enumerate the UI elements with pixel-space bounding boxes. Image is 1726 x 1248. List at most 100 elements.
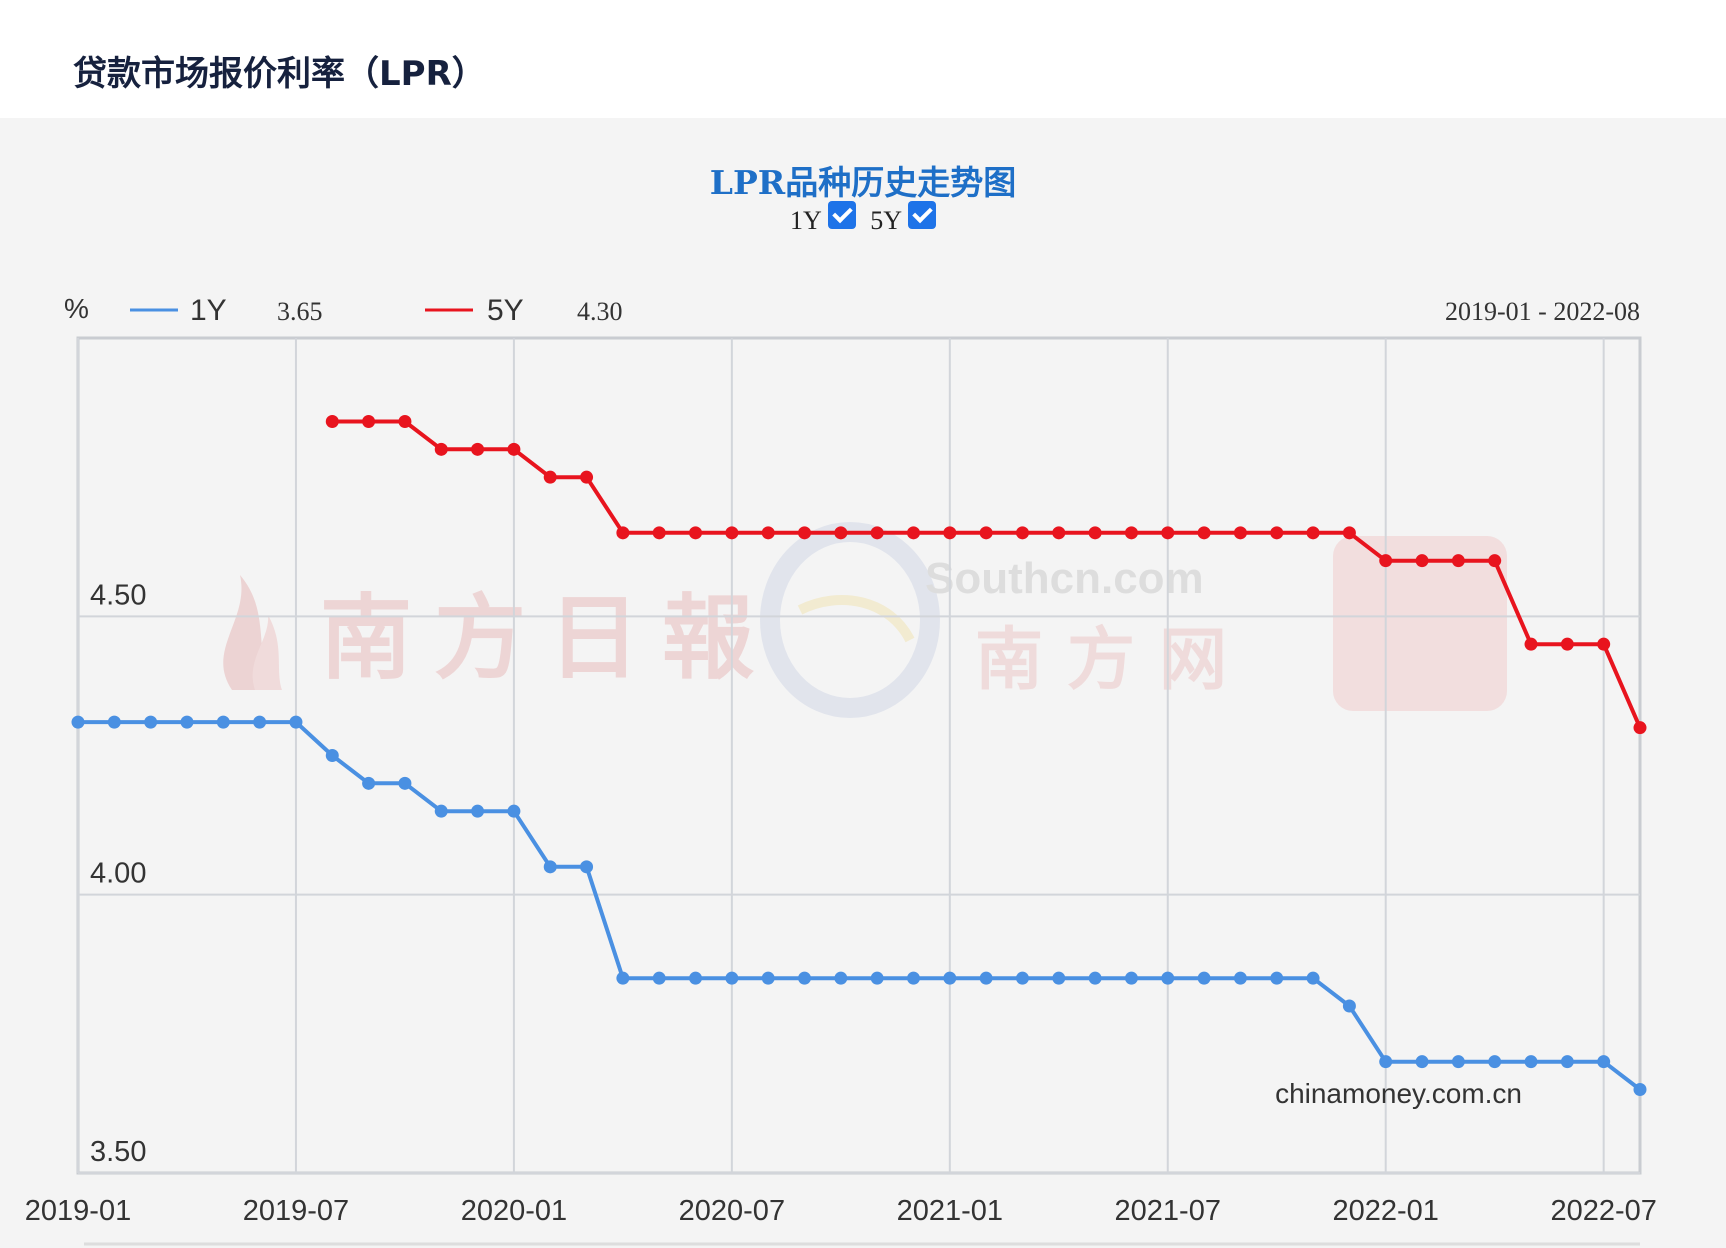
data-point-1y <box>1124 971 1138 985</box>
data-point-1y <box>580 860 594 874</box>
data-point-1y <box>652 971 666 985</box>
data-point-1y <box>1560 1055 1574 1069</box>
data-point-1y <box>1379 1055 1393 1069</box>
data-point-5y <box>870 526 884 540</box>
data-point-5y <box>1379 554 1393 568</box>
data-point-1y <box>1306 971 1320 985</box>
data-point-5y <box>652 526 666 540</box>
watermark-southcn-cn: 南方网 <box>975 622 1251 698</box>
data-point-1y <box>616 971 630 985</box>
data-point-1y <box>1633 1083 1647 1096</box>
data-point-1y <box>870 971 884 985</box>
data-point-1y <box>1342 999 1356 1013</box>
watermark-nanfang-daily: 南方日報 <box>320 584 776 692</box>
x-tick-label: 2019-01 <box>25 1195 131 1227</box>
x-tick-label: 2022-01 <box>1333 1195 1439 1227</box>
data-point-1y <box>1451 1055 1465 1069</box>
page-title: 贷款市场报价利率（LPR） <box>73 54 486 94</box>
data-point-5y <box>1161 526 1175 540</box>
x-tick-label: 2021-01 <box>897 1195 1003 1227</box>
data-point-5y <box>471 442 485 456</box>
x-tick-label: 2020-01 <box>461 1195 567 1227</box>
data-point-5y <box>1415 554 1429 568</box>
x-tick-label: 2019-07 <box>243 1195 349 1227</box>
data-point-5y <box>834 526 848 540</box>
data-point-5y <box>1633 721 1647 735</box>
legend-5y-name: 5Y <box>487 294 524 327</box>
data-point-5y <box>798 526 812 540</box>
data-point-1y <box>434 804 448 818</box>
legend-5y-latest: 4.30 <box>577 297 623 326</box>
data-point-1y <box>689 971 703 985</box>
data-point-5y <box>1524 637 1538 651</box>
data-point-5y <box>1052 526 1066 540</box>
data-point-5y <box>761 526 775 540</box>
data-point-1y <box>1052 971 1066 985</box>
data-point-1y <box>362 776 376 790</box>
data-point-1y <box>1270 971 1284 985</box>
series-toggles: 1Y 5Y <box>0 201 1726 236</box>
data-point-5y <box>1015 526 1029 540</box>
data-point-1y <box>71 715 85 729</box>
data-point-1y <box>1161 971 1175 985</box>
data-point-1y <box>1597 1055 1611 1069</box>
watermark-group: 南方日報 Southcn.com 南方网 <box>223 522 1507 718</box>
data-point-5y <box>616 526 630 540</box>
chart-series <box>71 415 1647 1096</box>
data-point-5y <box>1088 526 1102 540</box>
data-point-5y <box>362 415 376 428</box>
data-point-5y <box>1124 526 1138 540</box>
data-point-5y <box>543 470 557 484</box>
data-point-5y <box>434 442 448 456</box>
data-point-5y <box>689 526 703 540</box>
data-point-5y <box>725 526 739 540</box>
y-unit-label: % <box>64 293 89 324</box>
data-point-1y <box>325 749 339 762</box>
toggle-5y-label: 5Y <box>870 206 903 235</box>
x-tick-label: 2022-07 <box>1550 1195 1656 1227</box>
data-point-1y <box>725 971 739 985</box>
chart-legend: % 1Y 3.65 5Y 4.30 2019-01 - 2022-08 <box>64 293 1640 327</box>
data-point-1y <box>1197 971 1211 985</box>
data-point-5y <box>1342 526 1356 540</box>
data-point-5y <box>1488 554 1502 568</box>
legend-1y-latest: 3.65 <box>277 297 323 326</box>
series-5y <box>325 415 1647 735</box>
data-point-5y <box>507 442 521 456</box>
data-point-1y <box>144 715 158 729</box>
data-point-1y <box>507 804 521 818</box>
data-point-1y <box>543 860 557 874</box>
data-point-5y <box>906 526 920 540</box>
data-point-1y <box>834 971 848 985</box>
data-point-1y <box>1524 1055 1538 1069</box>
data-point-1y <box>1233 971 1247 985</box>
data-point-1y <box>1488 1055 1502 1069</box>
data-point-1y <box>107 715 121 729</box>
data-point-1y <box>761 971 775 985</box>
checkbox-5y-icon[interactable] <box>908 201 937 229</box>
app-logo-icon <box>1333 536 1507 711</box>
series-line-1y <box>78 720 1642 1092</box>
source-label: chinamoney.com.cn <box>1275 1078 1522 1109</box>
data-point-5y <box>1233 526 1247 540</box>
southcn-logo-icon <box>760 522 940 718</box>
y-tick-label: 4.00 <box>90 858 146 890</box>
legend-1y-name: 1Y <box>190 294 227 327</box>
data-point-1y <box>906 971 920 985</box>
date-range-label: 2019-01 - 2022-08 <box>1445 297 1640 326</box>
checkbox-1y-icon[interactable] <box>827 201 856 229</box>
nanfang-daily-logo-icon <box>223 575 282 690</box>
data-point-1y <box>1415 1055 1429 1069</box>
data-point-5y <box>580 470 594 484</box>
y-tick-label: 3.50 <box>90 1136 146 1168</box>
toggle-1y[interactable]: 1Y <box>790 201 856 236</box>
watermark-southcn-en: Southcn.com <box>925 554 1204 603</box>
data-point-5y <box>1451 554 1465 568</box>
data-point-5y <box>1306 526 1320 540</box>
data-point-1y <box>798 971 812 985</box>
data-point-1y <box>1015 971 1029 985</box>
toggle-5y[interactable]: 5Y <box>870 201 937 236</box>
chart-title: LPR品种历史走势图 <box>709 163 1017 202</box>
x-tick-label: 2021-07 <box>1115 1195 1221 1227</box>
